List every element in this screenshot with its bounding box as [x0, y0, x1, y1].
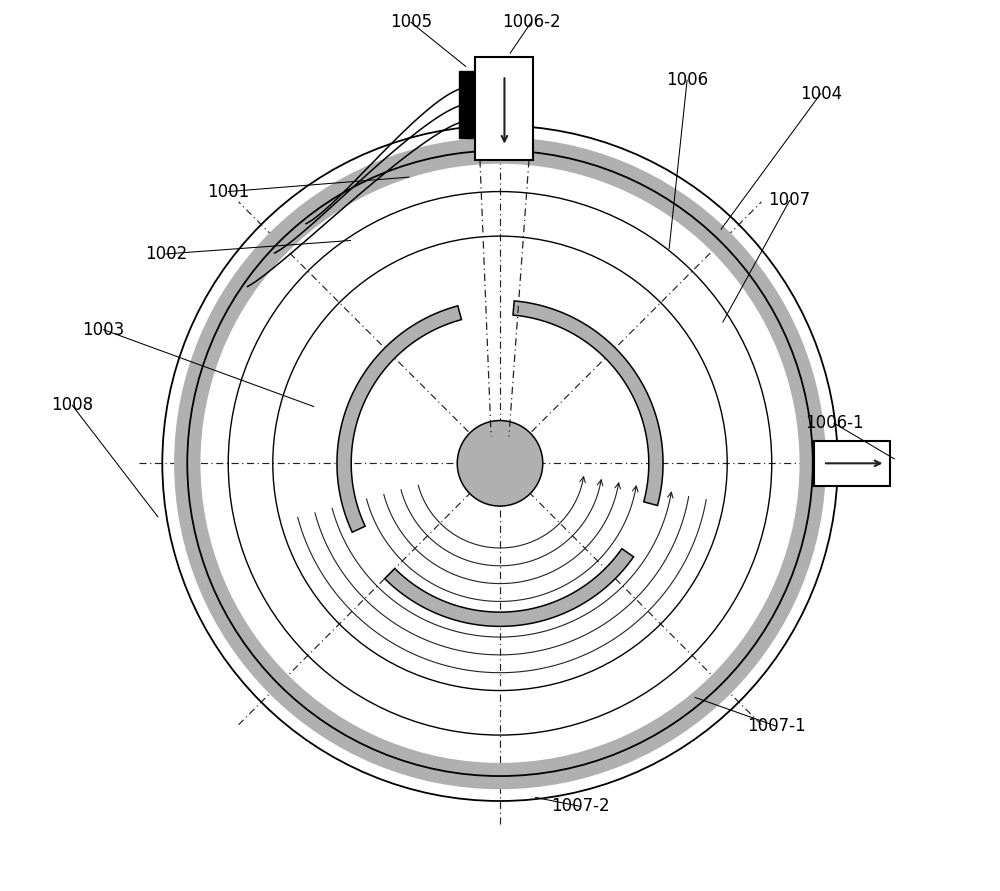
Text: 1006: 1006	[666, 71, 708, 89]
Text: 1007: 1007	[769, 192, 811, 209]
Text: 1002: 1002	[145, 245, 187, 263]
Text: 1006-1: 1006-1	[805, 414, 863, 432]
Text: 1005: 1005	[390, 13, 432, 31]
Bar	[475, 58, 533, 160]
Circle shape	[457, 421, 543, 506]
Text: 1007-1: 1007-1	[747, 717, 806, 735]
Text: 1007-2: 1007-2	[551, 797, 610, 815]
Polygon shape	[513, 301, 663, 505]
Polygon shape	[385, 549, 634, 626]
Text: 1006-2: 1006-2	[502, 13, 560, 31]
Text: 1008: 1008	[51, 396, 93, 414]
Text: 1001: 1001	[207, 183, 249, 200]
Bar	[814, 441, 890, 486]
Text: 1003: 1003	[82, 321, 125, 339]
Text: 1004: 1004	[800, 85, 842, 102]
Polygon shape	[337, 306, 461, 532]
Bar	[459, 71, 473, 138]
